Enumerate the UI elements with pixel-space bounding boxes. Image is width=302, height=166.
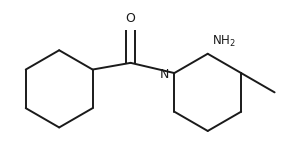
Text: N: N <box>160 68 170 81</box>
Text: NH$_2$: NH$_2$ <box>212 34 236 49</box>
Text: O: O <box>126 12 136 25</box>
